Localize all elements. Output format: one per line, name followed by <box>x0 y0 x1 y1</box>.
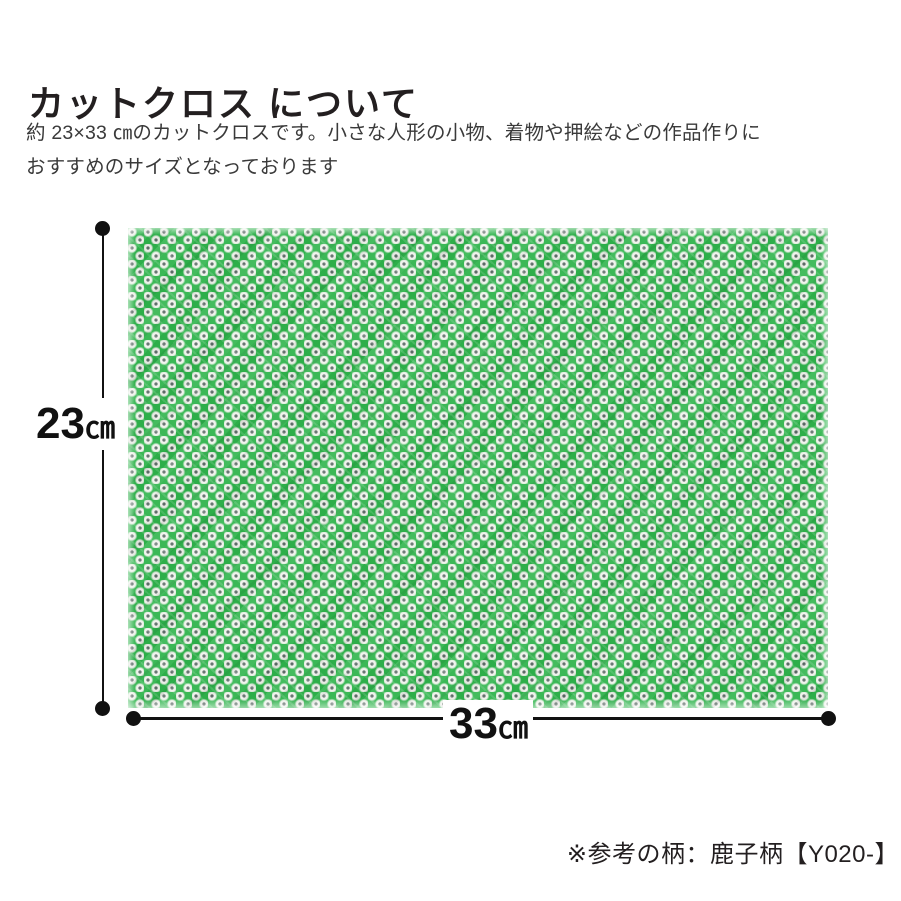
vertical-dimension-value: 23 <box>36 399 85 448</box>
vertical-dimension-top-endpoint <box>95 221 110 236</box>
vertical-dimension-bottom-endpoint <box>95 701 110 716</box>
reference-pattern-caption: ※参考の柄：鹿子柄【Y020-】 <box>566 841 899 868</box>
fabric-swatch <box>128 228 828 708</box>
horizontal-dimension-value: 33 <box>449 699 498 748</box>
horizontal-dimension-label: 33㎝ <box>443 699 534 748</box>
horizontal-dimension-left-endpoint <box>126 711 141 726</box>
horizontal-dimension-right-endpoint <box>821 711 836 726</box>
horizontal-dimension-unit: ㎝ <box>497 712 528 745</box>
vertical-dimension-unit: ㎝ <box>84 412 115 445</box>
vertical-dimension-line <box>102 228 104 708</box>
vertical-dimension-label: 23㎝ <box>34 398 117 450</box>
page-title: カットクロス について <box>28 83 419 125</box>
fabric-pattern-kanoko <box>128 228 828 708</box>
description-line-1: 約 23×33 ㎝のカットクロスです。小さな人形の小物、着物や押絵などの作品作り… <box>26 122 761 144</box>
description-line-2: おすすめのサイズとなっております <box>26 156 339 178</box>
